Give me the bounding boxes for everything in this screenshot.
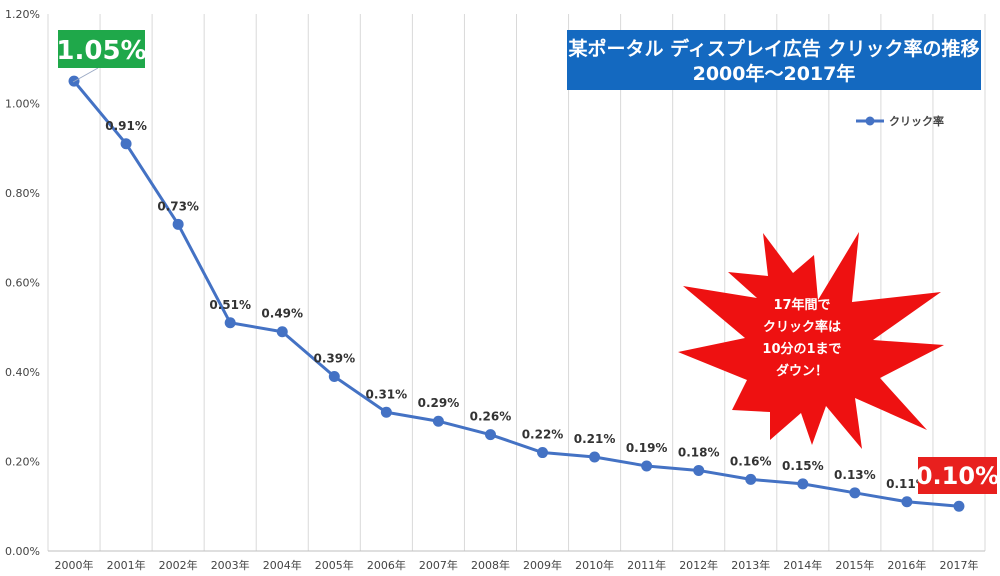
highlight-first-text: 1.05% bbox=[56, 36, 146, 66]
legend-marker bbox=[865, 116, 875, 126]
highlight-first-background bbox=[58, 30, 145, 68]
y-tick-label: 1.00% bbox=[5, 98, 40, 111]
data-point bbox=[537, 447, 549, 459]
data-point bbox=[901, 496, 913, 508]
x-tick-label: 2005年 bbox=[315, 558, 354, 572]
x-tick-label: 2001年 bbox=[107, 558, 146, 572]
data-labels: 0.91% 0.73% 0.51% 0.49% 0.39% 0.31% 0.29% 0.26%… bbox=[105, 119, 927, 491]
data-point bbox=[693, 464, 705, 476]
data-point bbox=[172, 218, 184, 230]
x-tick-label: 2009年 bbox=[523, 558, 562, 572]
chart-title-box: 某ポータル ディスプレイ広告 クリック率の推移 2000年～2017年 bbox=[567, 30, 981, 90]
highlight-first-value: 1.05% bbox=[56, 30, 147, 83]
data-point bbox=[380, 406, 392, 418]
legend-label: クリック率 bbox=[889, 114, 944, 128]
data-label: 0.13% bbox=[834, 468, 876, 482]
x-tick-label: 2000年 bbox=[55, 558, 94, 572]
data-point bbox=[849, 487, 861, 499]
title-background bbox=[567, 30, 981, 90]
x-tick-label: 2011年 bbox=[627, 558, 666, 572]
series-line bbox=[72, 80, 960, 508]
data-label: 0.16% bbox=[730, 454, 772, 468]
data-point bbox=[120, 138, 132, 150]
data-point bbox=[276, 326, 288, 338]
data-label: 0.39% bbox=[313, 351, 355, 365]
callout-burst: 17年間で クリック率は 10分の1まで ダウン！ bbox=[678, 232, 944, 449]
data-point bbox=[224, 317, 236, 329]
highlight-first-leader-line bbox=[72, 67, 99, 83]
data-label: 0.29% bbox=[418, 396, 460, 410]
y-tick-label: 0.60% bbox=[5, 277, 40, 290]
gridlines bbox=[47, 14, 986, 551]
x-tick-label: 2010年 bbox=[575, 558, 614, 572]
x-tick-label: 2012年 bbox=[679, 558, 718, 572]
highlight-last-text: 0.10% bbox=[916, 462, 999, 490]
callout-line-4: ダウン！ bbox=[776, 363, 828, 379]
data-label: 0.18% bbox=[678, 445, 720, 459]
x-tick-label: 2008年 bbox=[471, 558, 510, 572]
data-label: 0.26% bbox=[470, 410, 512, 424]
data-label: 0.49% bbox=[261, 307, 303, 321]
x-tick-label: 2015年 bbox=[835, 558, 874, 572]
y-tick-label: 0.00% bbox=[5, 545, 40, 558]
x-tick-label: 2004年 bbox=[263, 558, 302, 572]
highlight-last-background bbox=[918, 457, 997, 494]
legend: クリック率 bbox=[856, 114, 944, 128]
y-tick-label: 0.80% bbox=[5, 187, 40, 200]
x-tick-label: 2013年 bbox=[731, 558, 770, 572]
axes: 0.00% 0.20% 0.40% 0.60% 0.80% 1.00% 1.20% 2000年… bbox=[5, 8, 985, 572]
data-label: 0.19% bbox=[626, 441, 668, 455]
chart-title-line-2: 2000年～2017年 bbox=[693, 62, 856, 85]
x-tick-label: 2007年 bbox=[419, 558, 458, 572]
callout-line-3: 10分の1まで bbox=[762, 341, 841, 357]
data-label: 0.73% bbox=[157, 199, 199, 213]
x-tick-label: 2003年 bbox=[211, 558, 250, 572]
x-tick-label: 2017年 bbox=[939, 558, 978, 572]
data-point bbox=[745, 473, 757, 485]
series-line-layer bbox=[68, 75, 965, 512]
y-tick-label: 0.40% bbox=[5, 366, 40, 379]
data-point bbox=[641, 460, 653, 472]
data-point bbox=[432, 415, 444, 427]
callout-line-1: 17年間で bbox=[773, 297, 830, 313]
data-label: 0.21% bbox=[574, 432, 616, 446]
x-tick-label: 2006年 bbox=[367, 558, 406, 572]
data-label: 0.31% bbox=[366, 387, 408, 401]
callout-line-2: クリック率は bbox=[763, 319, 841, 335]
data-label: 0.15% bbox=[782, 459, 824, 473]
starburst-shape bbox=[678, 232, 944, 449]
chart-title-line-1: 某ポータル ディスプレイ広告 クリック率の推移 bbox=[569, 37, 980, 60]
data-point bbox=[328, 370, 340, 382]
data-point bbox=[953, 500, 965, 512]
data-label: 0.51% bbox=[209, 298, 251, 312]
data-point bbox=[484, 429, 496, 441]
data-label: 0.22% bbox=[522, 428, 564, 442]
y-tick-label: 1.20% bbox=[5, 8, 40, 21]
data-label: 0.11% bbox=[886, 477, 928, 491]
highlight-last-value: 0.10% bbox=[916, 457, 999, 494]
data-point bbox=[589, 451, 601, 463]
data-label: 0.91% bbox=[105, 119, 147, 133]
data-point bbox=[797, 478, 809, 490]
x-tick-label: 2016年 bbox=[887, 558, 926, 572]
y-tick-label: 0.20% bbox=[5, 456, 40, 469]
x-tick-label: 2002年 bbox=[159, 558, 198, 572]
x-tick-label: 2014年 bbox=[783, 558, 822, 572]
